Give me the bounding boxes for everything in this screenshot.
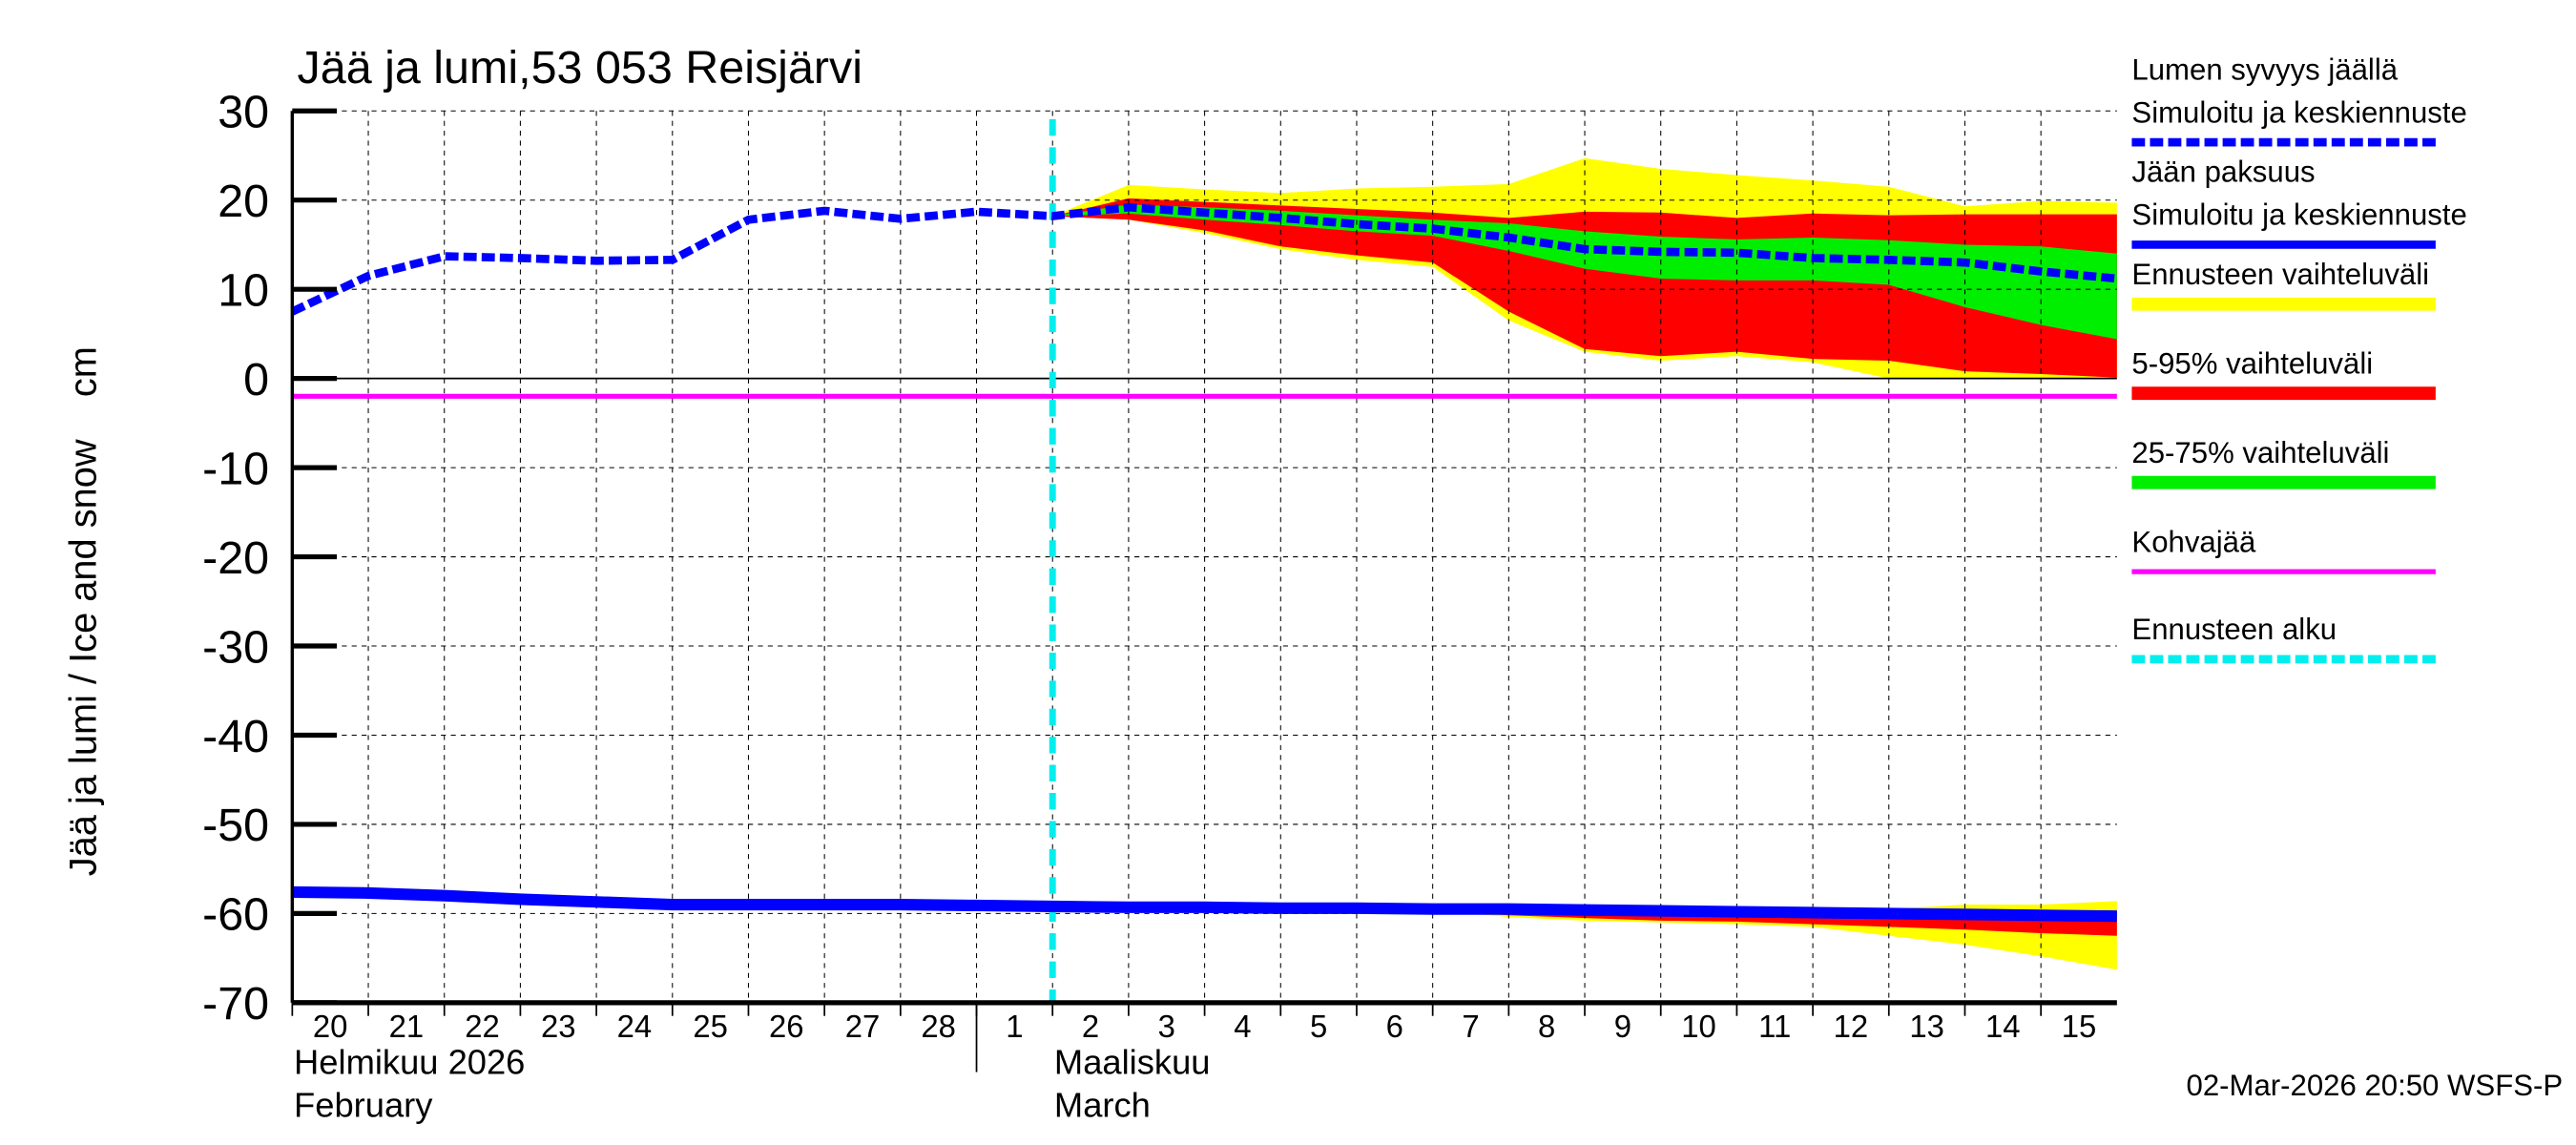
x-tick-label: 3 <box>1158 1009 1175 1044</box>
x-tick-label: 11 <box>1758 1009 1791 1044</box>
x-tick-label: 27 <box>845 1009 881 1044</box>
x-tick-label: 8 <box>1538 1009 1555 1044</box>
y-tick-label: 30 <box>218 87 269 138</box>
x-tick-label: 21 <box>389 1009 425 1044</box>
legend-label: Simuloitu ja keskiennuste <box>2131 95 2466 129</box>
legend-label: Jään paksuus <box>2131 156 2315 189</box>
legend-label: Ennusteen alku <box>2131 613 2337 646</box>
grid <box>292 110 2117 1003</box>
legend-label: Kohvajää <box>2131 525 2256 558</box>
series-lines <box>290 118 2118 1003</box>
x-tick-label: 20 <box>313 1009 348 1044</box>
x-tick-label: 28 <box>921 1009 956 1044</box>
x-tick-label: 7 <box>1462 1009 1479 1044</box>
y-tick-label: 20 <box>218 176 269 227</box>
x-tick-label: 23 <box>541 1009 576 1044</box>
x-tick-label: 14 <box>1985 1009 2021 1044</box>
snow-depth-line <box>290 202 2118 316</box>
ice-thickness-line <box>292 885 2117 923</box>
x-tick-label: 5 <box>1310 1009 1327 1044</box>
y-tick-label: -40 <box>202 711 269 762</box>
x-tick-label: 10 <box>1681 1009 1716 1044</box>
x-tick-label: 24 <box>617 1009 653 1044</box>
y-tick-label: -50 <box>202 800 269 851</box>
y-tick-label: 0 <box>243 354 269 406</box>
legend: Lumen syvyys jäällä Simuloitu ja keskienn… <box>2131 52 2467 664</box>
month-label-en: February <box>294 1085 433 1124</box>
x-tick-label: 25 <box>693 1009 728 1044</box>
legend-label: Ennusteen vaihteluväli <box>2131 258 2429 291</box>
month-label-fi: Helmikuu 2026 <box>294 1042 525 1081</box>
x-tick-label: 22 <box>465 1009 500 1044</box>
y-tick-label: -30 <box>202 621 269 673</box>
x-tick-label: 6 <box>1386 1009 1403 1044</box>
legend-label: 25-75% vaihteluväli <box>2131 436 2389 469</box>
month-label-fi: Maaliskuu <box>1054 1042 1211 1081</box>
y-tick-label: -10 <box>202 443 269 494</box>
y-tick-label: -60 <box>202 889 269 941</box>
x-tick-label: 15 <box>2062 1009 2097 1044</box>
footer-timestamp: 02-Mar-2026 20:50 WSFS-P <box>2187 1069 2564 1102</box>
x-tick-label: 2 <box>1082 1009 1099 1044</box>
y-axis-label: Jää ja lumi / Ice and snow cm <box>62 346 104 876</box>
x-tick-label: 13 <box>1909 1009 1944 1044</box>
x-tick-label: 1 <box>1006 1009 1023 1044</box>
y-tick-label: 10 <box>218 264 269 316</box>
x-tick-label: 4 <box>1234 1009 1251 1044</box>
y-tick-label: -20 <box>202 532 269 584</box>
x-tick-label: 9 <box>1614 1009 1631 1044</box>
legend-label: Lumen syvyys jäällä <box>2131 52 2398 86</box>
x-tick-label: 26 <box>769 1009 804 1044</box>
legend-label: 5-95% vaihteluväli <box>2131 346 2373 380</box>
chart-title: Jää ja lumi,53 053 Reisjärvi <box>298 42 863 94</box>
month-label-en: March <box>1054 1085 1151 1124</box>
y-tick-label: -70 <box>202 978 269 1030</box>
x-tick-label: 12 <box>1834 1009 1869 1044</box>
legend-label: Simuloitu ja keskiennuste <box>2131 198 2466 232</box>
